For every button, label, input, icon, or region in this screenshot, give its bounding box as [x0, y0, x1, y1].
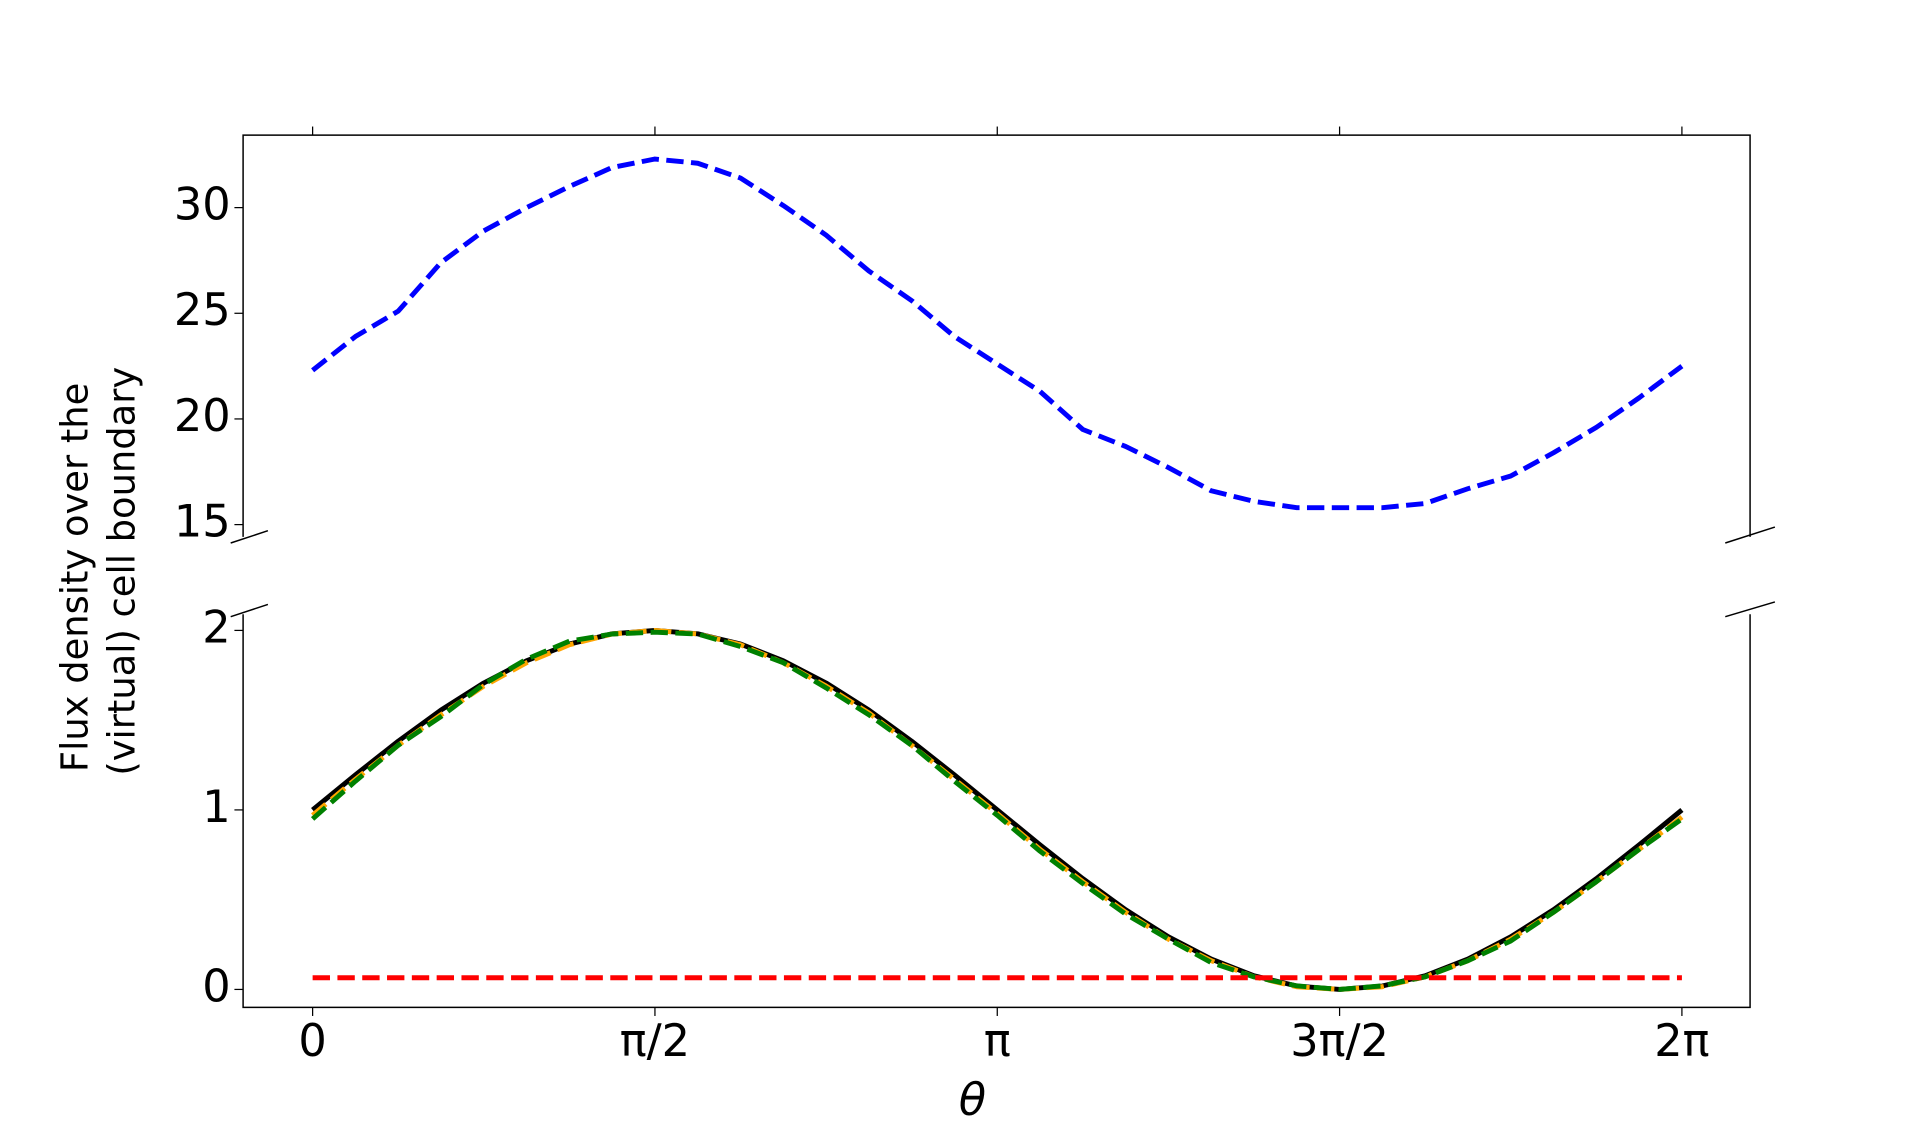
- break-mark: [1725, 526, 1776, 544]
- frames: [230, 134, 1776, 1009]
- data-line: [311, 627, 1684, 992]
- break-mark: [1725, 601, 1776, 618]
- x-axis-label: θ: [959, 1075, 986, 1126]
- x-tick-label: 3π/2: [1290, 1016, 1389, 1067]
- y-axis-label: Flux density over the: [53, 383, 96, 772]
- y-axis-label: (virtual) cell boundary: [100, 367, 143, 776]
- x-tick-label: π/2: [620, 1016, 690, 1067]
- y-tick-label: 0: [202, 962, 230, 1013]
- x-tick-label: 2π: [1654, 1016, 1709, 1067]
- y-tick-label: 30: [174, 180, 231, 231]
- data-line: [310, 629, 1684, 992]
- data-line: [311, 156, 1684, 511]
- y-tick-label: 15: [174, 497, 231, 548]
- y-tick-label: 20: [174, 391, 231, 442]
- x-tick-label: π: [984, 1016, 1011, 1067]
- y-tick-label: 2: [202, 603, 230, 654]
- break-mark: [230, 530, 269, 544]
- break-mark: [230, 603, 269, 618]
- top-panel-frame: [242, 134, 1751, 537]
- x-tick-label: 0: [298, 1016, 326, 1067]
- y-tick-label: 1: [202, 782, 230, 833]
- bottom-panel-frame: [242, 614, 1751, 1009]
- y-tick-label: 25: [174, 285, 231, 336]
